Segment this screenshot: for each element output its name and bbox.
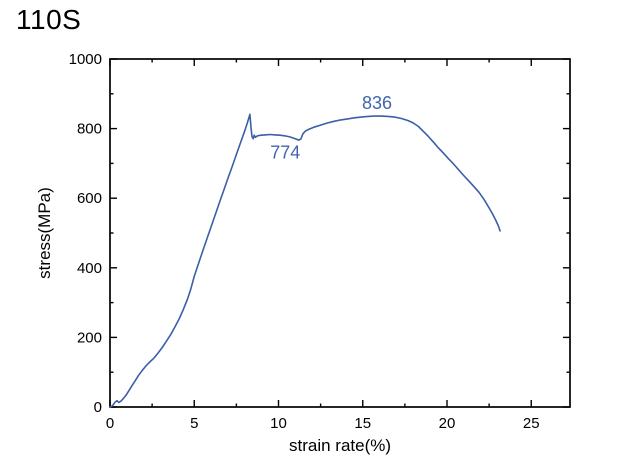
- annotations: 836 774: [270, 93, 392, 163]
- y-tick-label: 600: [77, 190, 102, 207]
- stress-strain-curve: [109, 113, 501, 408]
- x-axis: 0 5 10 15 20 25: [106, 59, 540, 432]
- x-tick-label: 0: [106, 415, 114, 432]
- y-tick-label: 200: [77, 329, 102, 346]
- y-axis-title: stress(MPa): [35, 187, 54, 279]
- x-tick-label: 20: [439, 415, 456, 432]
- x-tick-label: 25: [523, 415, 540, 432]
- data-series: [109, 113, 501, 408]
- y-axis: 0 200 400 600 800 1000: [69, 51, 570, 416]
- x-axis-title: strain rate(%): [289, 436, 391, 455]
- y-tick-label: 1000: [69, 51, 102, 68]
- x-tick-label: 5: [190, 415, 198, 432]
- x-tick-label: 15: [354, 415, 371, 432]
- annotation-774: 774: [270, 143, 300, 163]
- annotation-836: 836: [362, 93, 392, 113]
- plot-border: [109, 58, 571, 408]
- y-tick-label: 800: [77, 121, 102, 138]
- y-tick-label: 0: [94, 399, 102, 416]
- y-tick-label: 400: [77, 260, 102, 277]
- chart-title: 110S: [16, 4, 82, 35]
- plot-frame: [109, 58, 571, 408]
- x-tick-label: 10: [270, 415, 287, 432]
